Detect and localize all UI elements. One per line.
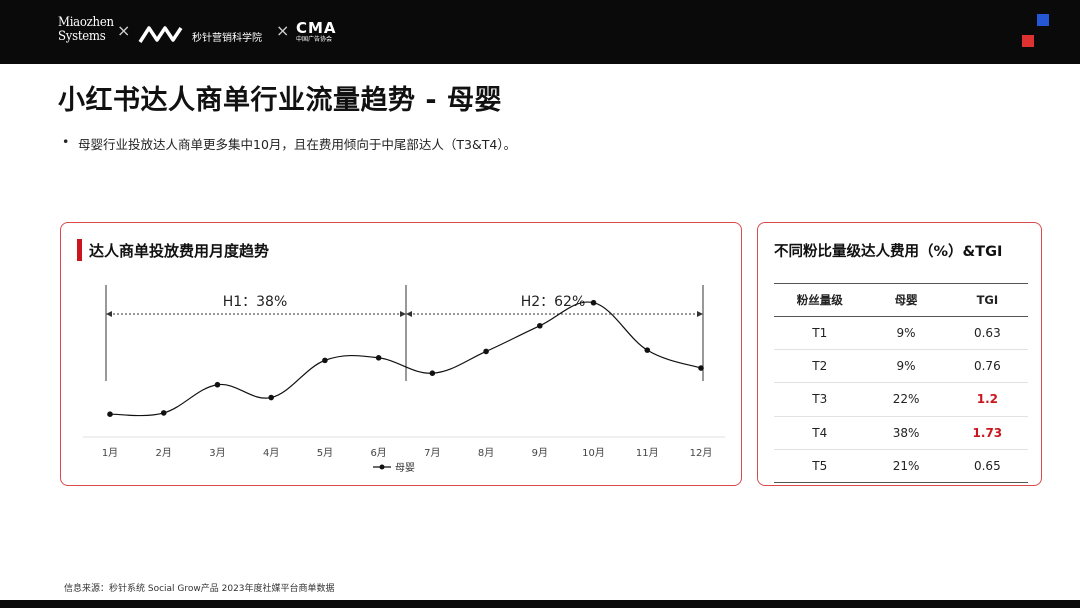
data-point [483,348,489,355]
h1-arrow-left [106,311,112,317]
data-point [429,370,436,376]
table-row: T5 21% 0.65 [774,449,1028,483]
monthly-trend-chart: H1：38% H2：62% 母婴 1月 2月 3月 4月 5月 6月 7月 8月 9月 10月 11… [83,285,725,474]
miaozhen-logo: Miaozhen Systems [58,15,114,44]
cell-tgi: 1.2 [946,382,1028,417]
x-tick-label: 9月 [532,447,548,459]
h2-label: H2：62% [521,294,586,310]
cell-tgi: 0.76 [946,349,1028,384]
data-point [537,322,543,329]
data-point [698,365,704,371]
legend-label: 母婴 [395,462,415,474]
cell-tier: T1 [774,316,866,351]
cell-tier: T3 [774,382,866,417]
tgi-table: 粉丝量级 母婴 TGI T1 9% 0.63 T2 9% 0.76 T3 22% 1.2 T4 38… [774,283,1028,483]
data-point [590,299,597,306]
data-point [214,381,221,388]
header-share: 母婴 [865,283,947,317]
cell-tier: T4 [774,416,866,450]
tgi-panel: 不同粉比量级达人费用（%）&TGI 粉丝量级 母婴 TGI T1 9% 0.63 T2… [757,222,1042,486]
cell-share: 22% [865,382,947,417]
cell-share: 9% [865,316,947,351]
series-line-muying [109,301,702,417]
data-point [268,394,274,401]
table-row: T2 9% 0.76 [774,349,1028,384]
data-point [160,410,167,416]
h2-arrow-left [406,311,412,317]
x-tick-label: 4月 [263,447,279,459]
x-tick-label: 8月 [478,447,494,459]
tgi-panel-title: 不同粉比量级达人费用（%）&TGI [774,244,1003,260]
header-tgi: TGI [946,283,1028,317]
cell-tgi: 0.65 [946,449,1028,483]
x-tick-label: 2月 [156,447,172,459]
cell-tier: T5 [774,449,866,483]
data-point [644,347,651,353]
h1-label: H1：38% [223,294,288,310]
cell-share: 21% [865,449,947,483]
logo-separator-2: × [276,21,290,40]
monthly-trend-title: 达人商单投放费用月度趋势 [77,239,269,261]
cell-tier: T2 [774,349,866,384]
x-tick-label: 11月 [636,447,659,459]
red-square-decoration [1022,35,1034,47]
page-title: 小红书达人商单行业流量趋势 - 母婴 [58,85,503,116]
x-tick-label: 6月 [370,447,386,459]
data-source-note: 信息来源：秒针系统 Social Grow产品 2023年度社媒平台商单数据 [64,584,335,594]
cell-share: 38% [865,416,947,450]
table-row: T3 22% 1.2 [774,382,1028,417]
h1-arrow-right [400,311,406,317]
mm-logo-icon [138,26,183,43]
title-accent-bar [77,239,82,261]
table-row: T1 9% 0.63 [774,316,1028,351]
x-tick-label: 10月 [582,447,605,459]
x-tick-label: 3月 [209,447,225,459]
blue-square-decoration [1037,14,1049,26]
legend-marker [379,464,385,470]
x-tick-label: 7月 [424,447,440,459]
table-row: T4 38% 1.73 [774,416,1028,450]
header-tier: 粉丝量级 [774,283,866,317]
top-banner: Miaozhen Systems × 秒针营销科学院 × CMA 中国广告协会 [0,0,1080,64]
data-point [375,355,382,361]
x-tick-label: 5月 [317,447,333,459]
cell-tgi: 1.73 [946,416,1028,450]
logo-separator: × [117,21,131,40]
summary-bullet: 母婴行业投放达人商单更多集中10月，且在费用倾向于中尾部达人（T3&T4）。 [62,134,516,153]
data-point [107,411,113,417]
mm-logo-text: 秒针营销科学院 [192,33,262,44]
tgi-table-header: 粉丝量级 母婴 TGI [774,283,1028,317]
data-point [322,357,328,364]
cma-logo: CMA 中国广告协会 [296,19,337,43]
bottom-bar [0,600,1080,608]
h2-arrow-right [697,311,703,317]
cell-share: 9% [865,349,947,384]
cell-tgi: 0.63 [946,316,1028,351]
x-tick-label: 1月 [102,447,118,459]
monthly-trend-panel: 达人商单投放费用月度趋势 H1：38% H2：62% 母婴 1月 2月 3月 4月 5月… [60,222,742,486]
x-tick-label: 12月 [690,447,713,459]
